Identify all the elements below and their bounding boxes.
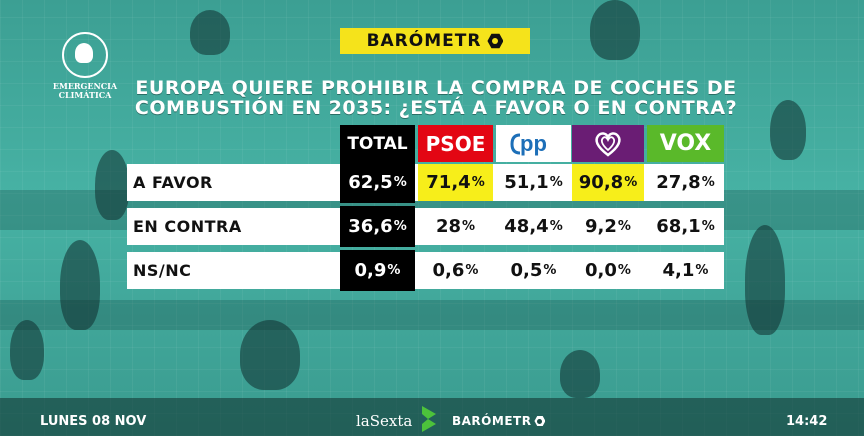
- cell-value: 0,9: [354, 260, 387, 281]
- heart-icon: [595, 131, 621, 157]
- percent-sign: %: [695, 263, 709, 278]
- percent-sign: %: [387, 263, 401, 278]
- logo-text: EMERGENCIA CLIMÁTICA: [52, 81, 118, 100]
- cell-value: 0,0: [585, 260, 617, 281]
- cell-value: 4,1: [662, 260, 695, 281]
- column-header-vox: VOX: [647, 125, 724, 162]
- hexagon-o-icon: [534, 416, 546, 426]
- table-cell: 62,5%: [340, 162, 415, 203]
- lasexta-logo-icon: [422, 406, 436, 432]
- cell-value: 0,5: [510, 260, 543, 281]
- percent-sign: %: [617, 219, 631, 234]
- column-header-label: TOTAL: [347, 133, 408, 154]
- percent-sign: %: [543, 263, 557, 278]
- cell-value: 62,5: [348, 172, 393, 193]
- table-cell: 48,4%: [496, 208, 571, 245]
- channel-name: laSexta: [356, 412, 413, 430]
- column-header-pp: pp: [496, 125, 571, 162]
- percent-sign: %: [701, 175, 715, 190]
- percent-sign: %: [624, 175, 638, 190]
- cell-value: 27,8: [656, 172, 701, 193]
- table-cell: 28%: [418, 208, 493, 245]
- table-cell: 90,8%: [572, 164, 644, 201]
- column-header-label: VOX: [659, 131, 712, 156]
- percent-sign: %: [393, 219, 407, 234]
- cell-value: 51,1: [504, 172, 549, 193]
- table-cell: 0,5%: [496, 252, 571, 289]
- table-cell: 0,9%: [340, 250, 415, 291]
- column-header-label: PSOE: [425, 131, 486, 156]
- row-label-en-contra: EN CONTRA: [133, 217, 242, 236]
- footer-time: 14:42: [786, 414, 828, 429]
- footer-barometro-text: BARÓMETR: [452, 414, 532, 428]
- table-cell: 71,4%: [418, 164, 493, 201]
- table-cell: 27,8%: [647, 164, 724, 201]
- hexagon-o-icon: [487, 33, 504, 49]
- cell-value: 71,4: [426, 172, 471, 193]
- cell-value: 0,6: [432, 260, 465, 281]
- cell-value: 36,6: [348, 216, 393, 237]
- svg-text:pp: pp: [520, 131, 547, 156]
- percent-sign: %: [617, 263, 631, 278]
- pp-logo-icon: pp: [509, 131, 547, 156]
- barometro-title: BARÓMETR: [366, 31, 482, 51]
- skull-globe-icon: [62, 32, 108, 78]
- cell-value: 68,1: [656, 216, 701, 237]
- cell-value: 28: [435, 216, 462, 237]
- emergencia-climatica-logo: EMERGENCIA CLIMÁTICA: [40, 32, 130, 100]
- cell-value: 9,2: [585, 216, 617, 237]
- percent-sign: %: [701, 219, 715, 234]
- table-cell: 68,1%: [647, 208, 724, 245]
- percent-sign: %: [393, 175, 407, 190]
- table-cell: 0,6%: [418, 252, 493, 289]
- barometro-banner: BARÓMETR: [340, 28, 530, 54]
- row-label-ns-nc: NS/NC: [133, 261, 192, 280]
- percent-sign: %: [462, 219, 476, 234]
- table-cell: 9,2%: [572, 208, 644, 245]
- percent-sign: %: [549, 219, 563, 234]
- column-header-psoe: PSOE: [418, 125, 493, 162]
- table-row: [127, 208, 724, 245]
- column-header-podemos: [572, 125, 644, 162]
- table-cell: 4,1%: [647, 252, 724, 289]
- table-row: [127, 252, 724, 289]
- footer-barometro: BARÓMETR: [452, 414, 546, 428]
- table-cell: 51,1%: [496, 164, 571, 201]
- footer-date: LUNES 08 NOV: [40, 414, 147, 429]
- table-cell: 36,6%: [340, 206, 415, 247]
- row-label-a-favor: A FAVOR: [133, 173, 213, 192]
- percent-sign: %: [549, 175, 563, 190]
- column-header-total: TOTAL: [340, 125, 415, 162]
- poll-question: EUROPA QUIERE PROHIBIR LA COMPRA DE COCH…: [134, 77, 738, 119]
- cell-value: 48,4: [504, 216, 549, 237]
- percent-sign: %: [465, 263, 479, 278]
- cell-value: 90,8: [578, 172, 624, 193]
- table-cell: 0,0%: [572, 252, 644, 289]
- footer-bar: [0, 398, 864, 436]
- percent-sign: %: [471, 175, 485, 190]
